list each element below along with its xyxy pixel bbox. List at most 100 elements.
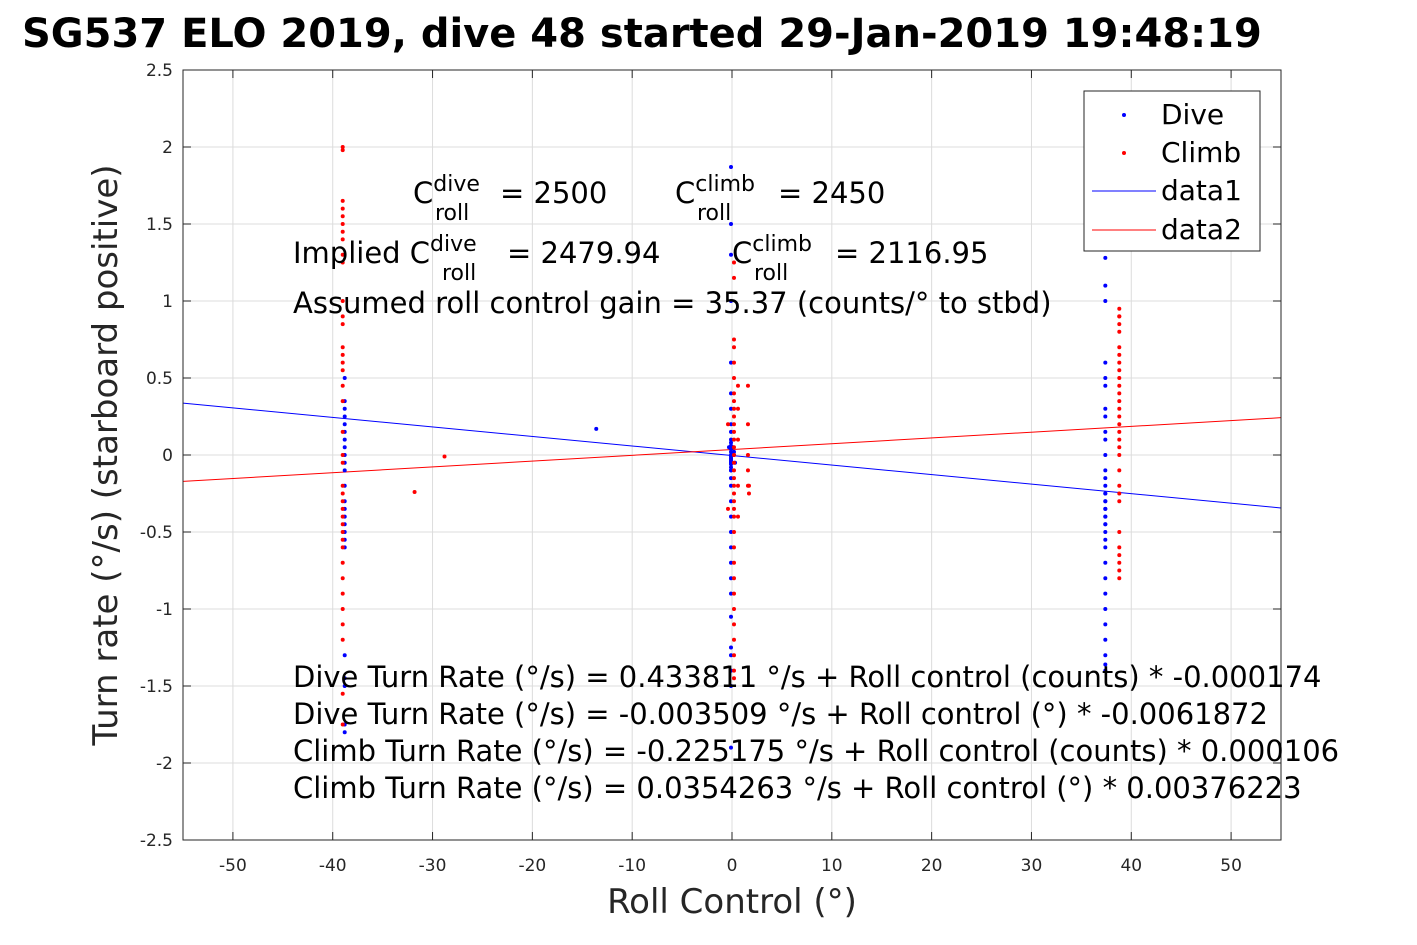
annotation-eq-climb-degrees: Climb Turn Rate (°/s) = 0.0354263 °/s + … bbox=[293, 771, 1302, 805]
climb-point bbox=[340, 722, 345, 727]
y-tick-label: 0 bbox=[162, 446, 173, 466]
annotation-eq-climb-counts: Climb Turn Rate (°/s) = -0.225175 °/s + … bbox=[293, 734, 1339, 768]
dive-point bbox=[729, 576, 734, 581]
climb-point bbox=[340, 314, 345, 319]
climb-point bbox=[1117, 453, 1122, 457]
dive-point bbox=[729, 462, 734, 467]
climb-point bbox=[340, 637, 345, 642]
y-tick-label: 2 bbox=[162, 138, 173, 158]
climb-point bbox=[731, 376, 736, 380]
climb-point bbox=[731, 437, 736, 442]
dive-point bbox=[729, 614, 734, 619]
climb-point bbox=[735, 437, 740, 442]
dive-point bbox=[729, 514, 734, 519]
climb-point bbox=[731, 406, 736, 411]
dive-point bbox=[1103, 437, 1108, 442]
climb-point bbox=[1117, 437, 1122, 442]
legend-box bbox=[1083, 90, 1261, 252]
climb-point bbox=[731, 668, 736, 673]
x-tick-label: 50 bbox=[1220, 856, 1242, 876]
climb-point bbox=[731, 530, 736, 534]
climb-point bbox=[1117, 499, 1122, 504]
climb-point bbox=[340, 506, 345, 511]
dive-point bbox=[729, 745, 734, 750]
climb-point bbox=[745, 453, 750, 457]
climb-point bbox=[1117, 483, 1122, 488]
dive-point bbox=[729, 437, 734, 442]
climb-point bbox=[340, 491, 345, 496]
climb-point bbox=[731, 607, 736, 611]
dive-point bbox=[1103, 491, 1108, 496]
climb-point bbox=[1117, 429, 1122, 434]
climb-point bbox=[340, 691, 345, 696]
dive-point bbox=[729, 406, 734, 411]
dive-point bbox=[1103, 429, 1108, 434]
y-tick-label: -2 bbox=[156, 754, 173, 774]
climb-point bbox=[731, 453, 736, 457]
x-tick-label: 10 bbox=[821, 856, 843, 876]
climb-point bbox=[340, 148, 345, 153]
climb-point bbox=[731, 576, 736, 581]
climb-point bbox=[1117, 345, 1122, 350]
dive-point bbox=[729, 429, 734, 434]
dive-point bbox=[729, 440, 734, 445]
climb-point bbox=[731, 476, 736, 481]
climb-point bbox=[1117, 399, 1122, 404]
climb-point bbox=[731, 676, 736, 681]
dive-point bbox=[342, 676, 347, 681]
dive-point bbox=[1103, 622, 1108, 627]
dive-point bbox=[729, 476, 734, 481]
annotation-implied-dive: Implied Cdive roll= 2479.94 bbox=[293, 232, 660, 286]
climb-point bbox=[340, 252, 345, 257]
x-tick-label: 40 bbox=[1120, 856, 1142, 876]
climb-point bbox=[1117, 545, 1122, 550]
dive-point bbox=[729, 591, 734, 596]
x-tick-label: -40 bbox=[319, 856, 347, 876]
climb-point bbox=[340, 222, 345, 226]
dive-point bbox=[1103, 453, 1108, 457]
climb-point bbox=[340, 545, 345, 550]
climb-point bbox=[746, 483, 751, 488]
dive-point bbox=[342, 422, 347, 427]
climb-point bbox=[340, 237, 345, 242]
dive-point bbox=[342, 376, 347, 380]
climb-point bbox=[340, 352, 345, 357]
climb-point bbox=[731, 560, 736, 565]
climb-point bbox=[731, 545, 736, 550]
climb-point bbox=[340, 260, 345, 265]
dive-point bbox=[729, 545, 734, 550]
climb-point bbox=[731, 637, 736, 642]
climb-point bbox=[1117, 329, 1122, 334]
x-tick-label: 30 bbox=[1021, 856, 1043, 876]
dive-point bbox=[342, 414, 347, 419]
dive-point bbox=[1103, 468, 1108, 473]
dive-point bbox=[1103, 637, 1108, 642]
dive-point bbox=[729, 684, 734, 688]
climb-point bbox=[735, 514, 740, 519]
climb-point bbox=[340, 299, 345, 303]
climb-point bbox=[340, 345, 345, 350]
dive-point bbox=[1103, 376, 1108, 380]
dive-point bbox=[731, 449, 736, 454]
x-tick-label: -10 bbox=[618, 856, 646, 876]
dive-point bbox=[1103, 255, 1108, 260]
dive-point bbox=[729, 468, 734, 473]
dive-point bbox=[1103, 576, 1108, 581]
dive-point bbox=[1103, 514, 1108, 519]
dive-point bbox=[729, 299, 734, 303]
dive-point bbox=[729, 422, 734, 427]
climb-point bbox=[340, 514, 345, 519]
climb-point bbox=[731, 622, 736, 627]
dive-point bbox=[1103, 483, 1108, 488]
climb-point bbox=[1117, 414, 1122, 419]
x-tick-label: -30 bbox=[419, 856, 447, 876]
y-tick-label: -2.5 bbox=[140, 831, 173, 851]
dive-point bbox=[727, 445, 732, 450]
x-axis-title: Roll Control (°) bbox=[607, 882, 857, 922]
dive-point bbox=[729, 449, 734, 454]
y-tick-label: 2.5 bbox=[146, 61, 173, 81]
dive-point bbox=[1103, 522, 1108, 527]
dive-point bbox=[342, 684, 347, 688]
dive-point bbox=[729, 645, 734, 650]
dive-point bbox=[342, 468, 347, 473]
